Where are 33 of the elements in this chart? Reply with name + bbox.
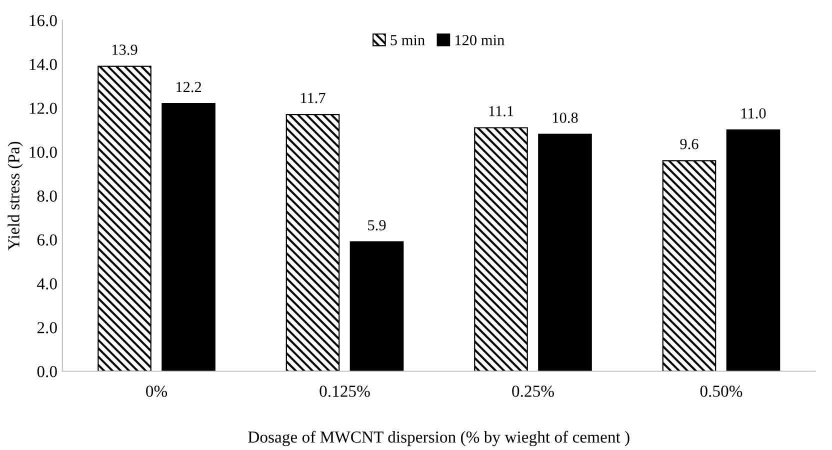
bar	[350, 241, 404, 372]
x-tick-label: 0.25%	[512, 386, 554, 397]
data-label: 13.9	[112, 44, 138, 55]
y-tick-label: 0.0	[37, 366, 57, 378]
y-tick-label: 6.0	[37, 234, 57, 246]
bar	[474, 127, 528, 372]
x-tick-label: 0.125%	[320, 386, 370, 397]
y-tick-label: 16.0	[30, 14, 57, 26]
y-tick-label: 8.0	[37, 190, 57, 202]
x-axis-title: Dosage of MWCNT dispersion (% by wieght of cement )	[248, 430, 630, 446]
y-axis-title: Yield stress (Pa)	[8, 142, 23, 250]
bar	[538, 134, 592, 372]
y-tick-label: 10.0	[30, 146, 57, 158]
data-label: 11.7	[301, 92, 326, 104]
y-tick-label: 4.0	[37, 278, 57, 290]
data-label: 10.8	[552, 112, 578, 123]
data-label: 11.0	[742, 108, 766, 119]
x-tick-label: 0%	[146, 386, 168, 397]
bar	[162, 103, 216, 372]
legend-label: 120 min	[456, 34, 504, 46]
x-tick-label: 0.50%	[700, 386, 742, 397]
data-label: 12.2	[176, 82, 202, 92]
legend-label: 5 min	[390, 35, 425, 46]
bar	[286, 114, 340, 372]
data-label: 5.9	[368, 220, 386, 230]
bar	[726, 129, 780, 372]
bar	[98, 66, 152, 372]
data-label: 11.1	[489, 106, 514, 116]
y-tick-label: 2.0	[37, 322, 57, 334]
bar	[662, 160, 716, 372]
y-tick-label: 12.0	[30, 102, 57, 114]
data-label: 9.6	[680, 138, 698, 150]
y-tick-label: 14.0	[30, 58, 57, 70]
